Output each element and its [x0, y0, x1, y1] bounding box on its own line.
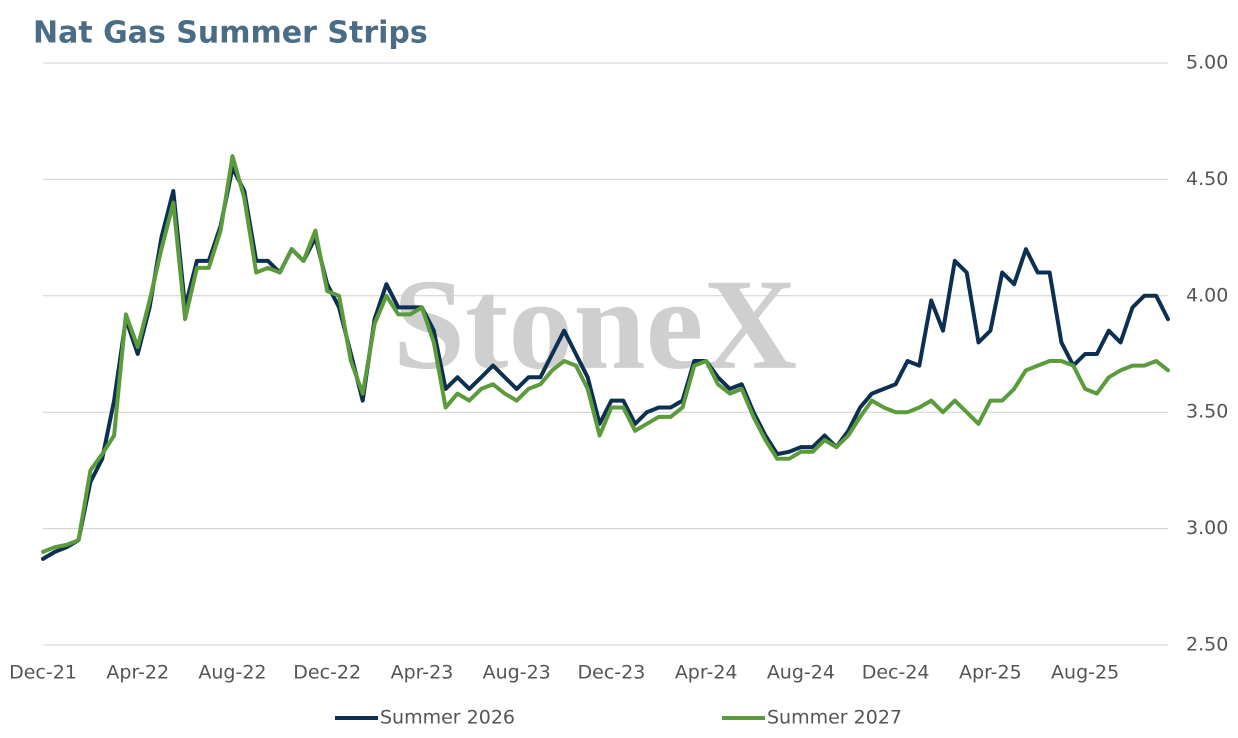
x-tick-label: Dec-21 — [9, 662, 77, 684]
y-tick-label: 3.00 — [1186, 517, 1228, 539]
y-tick-label: 3.50 — [1186, 401, 1228, 423]
x-tick-label: Aug-22 — [198, 662, 266, 684]
x-tick-label: Dec-23 — [578, 662, 646, 684]
y-tick-label: 2.50 — [1186, 634, 1228, 656]
x-tick-label: Apr-24 — [675, 662, 738, 684]
x-tick-label: Aug-25 — [1051, 662, 1119, 684]
x-tick-label: Aug-24 — [767, 662, 835, 684]
x-tick-label: Aug-23 — [483, 662, 551, 684]
y-tick-label: 4.50 — [1186, 168, 1228, 190]
x-tick-label: Apr-23 — [391, 662, 454, 684]
watermark: StoneX — [393, 253, 797, 397]
legend-label: Summer 2026 — [380, 707, 515, 729]
x-tick-label: Dec-24 — [862, 662, 930, 684]
x-tick-label: Dec-22 — [293, 662, 361, 684]
y-tick-label: 4.00 — [1186, 284, 1228, 306]
x-tick-label: Apr-22 — [106, 662, 169, 684]
legend-label: Summer 2027 — [767, 707, 902, 729]
y-tick-label: 5.00 — [1186, 52, 1228, 74]
chart-title: Nat Gas Summer Strips — [33, 16, 428, 51]
x-tick-label: Apr-25 — [959, 662, 1022, 684]
series-line — [41, 154, 1170, 554]
